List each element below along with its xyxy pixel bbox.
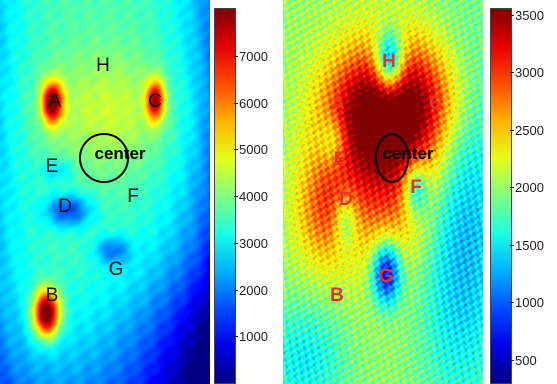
colorbar-tick-label: 3500	[515, 7, 544, 23]
colorbar-tick-mark	[510, 14, 514, 16]
point-label-e: E	[45, 156, 59, 177]
center-label: center	[94, 144, 146, 163]
point-label-a: A	[331, 93, 345, 114]
colorbar-tick-mark	[510, 359, 514, 361]
colorbar-left	[214, 8, 236, 384]
point-label-g: G	[378, 266, 394, 287]
point-label-h: H	[96, 55, 110, 76]
point-label-a: A	[48, 91, 62, 112]
colorbar-tick-label: 1500	[515, 237, 544, 253]
point-label-d: D	[58, 196, 72, 217]
colorbar-tick-label: 5000	[239, 142, 268, 158]
colorbar-right	[490, 8, 512, 384]
colorbar-tick-label: 2000	[515, 180, 544, 196]
point-label-h: H	[382, 51, 396, 72]
center-marker-ring	[79, 133, 129, 183]
colorbar-tick-mark	[510, 187, 514, 189]
center-label: center	[382, 144, 434, 163]
colorbar-tick-label: 3000	[239, 235, 268, 251]
colorbar-tick-mark	[234, 242, 238, 244]
colorbar-tick-mark	[234, 149, 238, 151]
colorbar-tick-mark	[234, 55, 238, 57]
point-label-b: B	[45, 285, 59, 306]
center-marker-ring	[375, 133, 409, 183]
point-label-f: F	[410, 177, 422, 198]
point-label-d: D	[339, 189, 353, 210]
colorbar-tick-mark	[234, 336, 238, 338]
point-label-g: G	[108, 259, 124, 280]
colorbar-tick-mark	[234, 196, 238, 197]
point-label-c: C	[148, 91, 162, 112]
colorbar-tick-mark	[510, 129, 514, 131]
colorbar-tick-mark	[510, 72, 514, 74]
point-label-c: C	[429, 93, 443, 114]
point-label-b: B	[330, 285, 344, 306]
point-label-f: F	[127, 186, 139, 207]
colorbar-tick-label: 6000	[239, 95, 268, 111]
heatmap-left-canvas	[0, 0, 210, 384]
colorbar-tick-label: 2000	[239, 282, 268, 298]
colorbar-tick-label: 500	[515, 352, 537, 368]
colorbar-tick-mark	[510, 302, 514, 304]
colorbar-tick-label: 2500	[515, 122, 544, 138]
colorbar-tick-mark	[234, 289, 238, 291]
colorbar-tick-mark	[234, 102, 238, 104]
heatmap-right-canvas	[283, 0, 483, 384]
colorbar-tick-label: 4000	[239, 189, 268, 204]
colorbar-tick-mark	[510, 244, 514, 246]
colorbar-tick-label: 1000	[515, 295, 544, 311]
colorbar-tick-label: 3000	[515, 65, 544, 81]
colorbar-tick-label: 1000	[239, 329, 268, 345]
colorbar-tick-label: 7000	[239, 48, 268, 64]
point-label-e: E	[333, 149, 347, 170]
